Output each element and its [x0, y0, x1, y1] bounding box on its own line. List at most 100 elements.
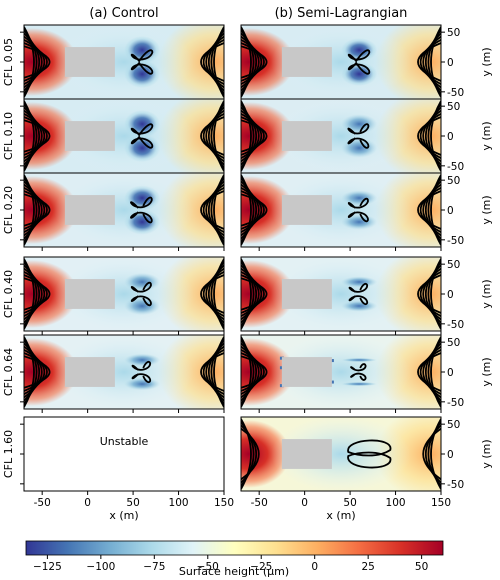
semi-lagrangian-4-contour-right	[417, 274, 441, 314]
control-2-contour-left	[24, 106, 40, 166]
panel-semi-lagrangian-row-5: -50 0 50	[240, 334, 464, 413]
semi-lagrangian-2-obstacle	[281, 121, 332, 151]
ylabel-row-1: y (m)	[480, 47, 493, 76]
control-5-contour-right	[205, 345, 224, 399]
semi-lagrangian-4-contour-lobe	[348, 282, 369, 293]
semi-lagrangian-1-ytick-label: -50	[447, 87, 464, 99]
semi-lagrangian-6-obstacle	[281, 439, 332, 469]
control-4-contour-left	[24, 261, 38, 327]
semi-lagrangian-4-contour-lobe	[348, 295, 369, 306]
control-1-contour-lobe	[130, 61, 154, 75]
semi-lagrangian-2-contour-left	[241, 116, 265, 156]
control-1-contour-right	[200, 42, 224, 82]
semi-lagrangian-3-contour-left	[241, 190, 265, 230]
semi-lagrangian-4-contour-right	[419, 271, 441, 317]
semi-lagrangian-2-contour-left	[241, 109, 260, 163]
semi-lagrangian-6-xtick-label: 50	[343, 497, 356, 509]
semi-lagrangian-6-contour-right	[425, 424, 441, 484]
control-4-contour-right	[200, 274, 224, 314]
semi-lagrangian-5-low-lobe	[341, 357, 378, 363]
control-5-contour-right	[200, 352, 224, 392]
semi-lagrangian-6-xtick-label: 0	[301, 497, 308, 509]
control-1-contour-left	[24, 39, 46, 85]
semi-lagrangian-1-contour-left	[241, 29, 255, 95]
semi-lagrangian-6-ytick-label: 50	[447, 419, 460, 431]
control-2-contour-right	[208, 106, 224, 166]
semi-lagrangian-3-contour-right	[427, 177, 441, 243]
unstable-label: Unstable	[100, 435, 149, 448]
control-5-contour-left	[24, 345, 43, 399]
semi-lagrangian-4-contour-left	[241, 274, 265, 314]
semi-lagrangian-4-obstacle	[281, 279, 332, 309]
control-1-contour-left	[24, 42, 48, 82]
colorbar-tick-label: 50	[415, 561, 428, 573]
semi-lagrangian-2-contour-lobe	[347, 137, 370, 149]
control-2-contour-left	[24, 113, 46, 159]
control-1-contour-left	[24, 35, 43, 89]
semi-lagrangian-4-ytick-label: -50	[447, 319, 464, 331]
panel-control-row-5	[20, 334, 225, 413]
semi-lagrangian-2-contour-lobe	[347, 123, 370, 135]
control-5-low-lobe	[124, 353, 161, 367]
control-3-obstacle	[64, 195, 115, 225]
semi-lagrangian-3-low-lobe	[341, 214, 378, 230]
semi-lagrangian-2-contour-right	[427, 103, 441, 169]
control-1-contour-left	[24, 45, 51, 79]
control-5-contour-lobe	[131, 373, 152, 384]
semi-lagrangian-6-contour-right	[422, 427, 441, 481]
semi-lagrangian-6-ytick-label: -50	[447, 479, 464, 491]
semi-lagrangian-6-high-left	[241, 420, 291, 488]
control-5-contour-left	[24, 349, 46, 395]
semi-lagrangian-2-ytick-label: 50	[447, 101, 460, 113]
semi-lagrangian-2-low-halo	[271, 99, 411, 173]
control-3-contour-left	[24, 177, 38, 243]
semi-lagrangian-1-contour-lobe	[347, 61, 371, 75]
panel-control-row-6: Unstable -50 0 50 100 150	[20, 416, 234, 509]
semi-lagrangian-4-ytick-label: 50	[447, 259, 460, 271]
semi-lagrangian-4-low-lobe	[341, 276, 378, 288]
column-title-control: (a) Control	[89, 6, 158, 21]
control-3-contour-left	[24, 180, 40, 240]
control-5-contour-right	[210, 339, 224, 405]
semi-lagrangian-6-low-halo	[271, 417, 411, 491]
control-6-xtick-label: 50	[126, 497, 139, 509]
control-6-xtick-label: 150	[214, 497, 234, 509]
semi-lagrangian-5-contour-right	[422, 345, 441, 399]
semi-lagrangian-3-contour-right	[419, 187, 441, 233]
control-4-contour-lobe	[130, 281, 152, 293]
control-2-contour-lobe	[130, 123, 154, 137]
semi-lagrangian-1-contour-right	[417, 42, 441, 82]
control-3-contour-left	[24, 183, 43, 237]
control-unstable-panel	[23, 416, 225, 492]
control-4-contour-left	[24, 274, 48, 314]
semi-lagrangian-6-ytick-label: 0	[447, 449, 454, 461]
semi-lagrangian-3-contour-left	[241, 177, 255, 243]
panel-control-row-1	[20, 24, 225, 103]
panel-semi-lagrangian-row-1: -50 0 50	[240, 24, 464, 103]
control-5-contour-left	[24, 342, 40, 402]
control-3-contour-lobe	[130, 196, 153, 209]
semi-lagrangian-3-contour-left	[241, 180, 257, 240]
control-6-xtick-label: 100	[169, 497, 189, 509]
control-3-contour-left	[24, 190, 48, 230]
control-4-contour-right	[205, 267, 224, 321]
semi-lagrangian-5-ytick-label: 0	[447, 367, 454, 379]
semi-lagrangian-1-contour-right	[422, 35, 441, 89]
control-2-contour-left	[24, 116, 48, 156]
semi-lagrangian-3-contour-left	[241, 187, 263, 233]
semi-lagrangian-2-contour-right	[417, 116, 441, 156]
semi-lagrangian-4-ytick-label: 0	[447, 289, 454, 301]
colorbar-tick-label: −50	[197, 561, 219, 573]
control-1-contour-left	[24, 32, 40, 92]
semi-lagrangian-5-low-lobe	[341, 381, 378, 387]
semi-lagrangian-3-contour-lobe	[347, 197, 369, 209]
semi-lagrangian-2-ytick-label: 0	[447, 131, 454, 143]
semi-lagrangian-5-contour-lobe	[350, 372, 367, 381]
control-3-contour-right	[205, 183, 224, 237]
semi-lagrangian-5-contour-left	[241, 345, 260, 399]
semi-lagrangian-1-obstacle	[281, 47, 332, 77]
control-3-low-halo	[54, 173, 194, 247]
colorbar: −125 −100 −75 −50 −25 0 25 50 Surface height (μ…	[25, 540, 444, 578]
control-1-contour-right	[205, 35, 224, 89]
